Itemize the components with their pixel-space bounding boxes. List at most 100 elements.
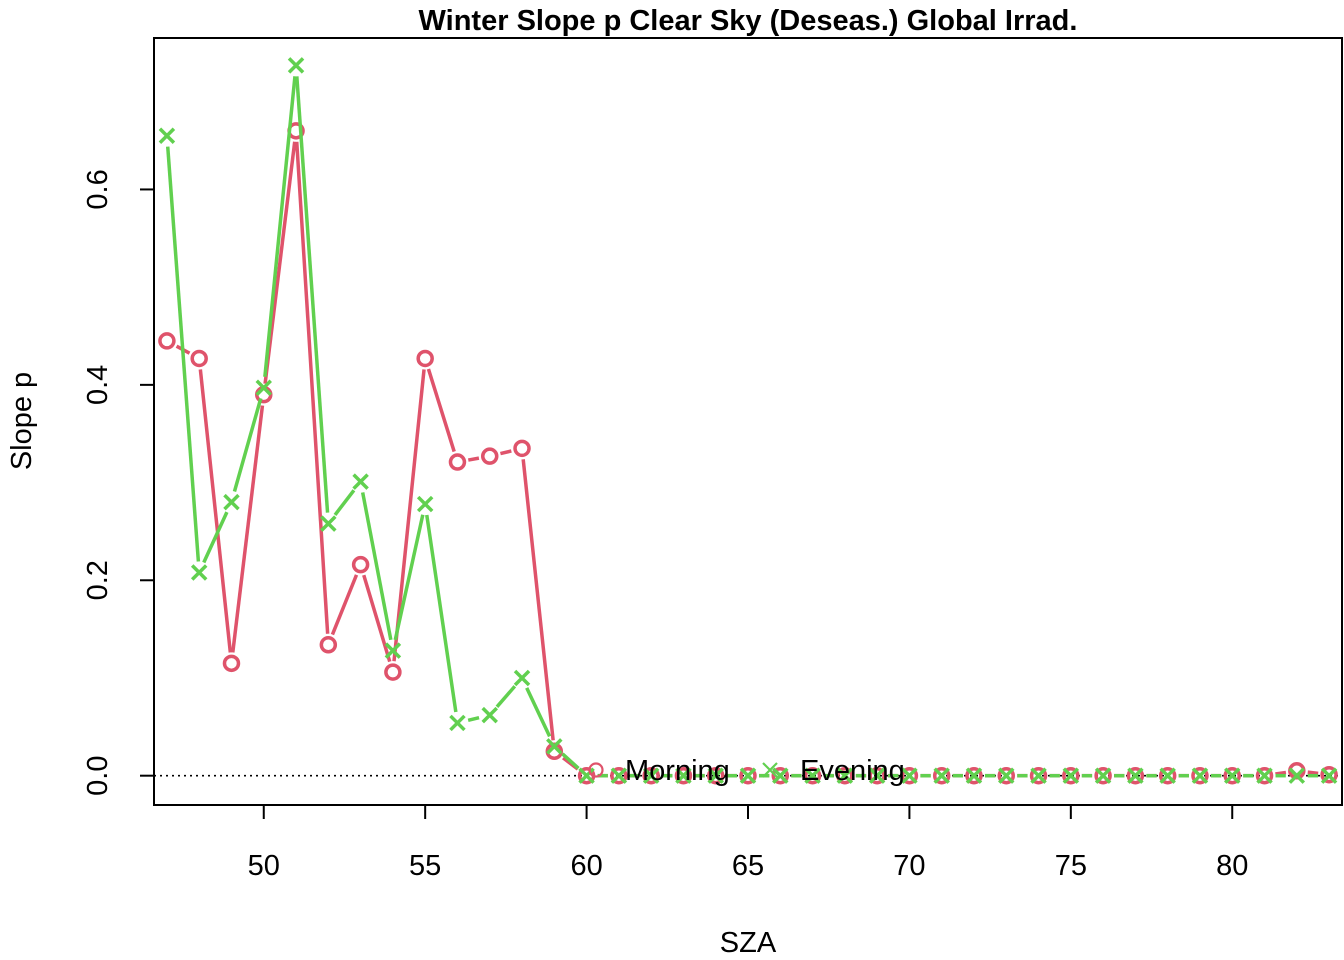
series-morning-point <box>351 555 370 574</box>
series-morning-point <box>1223 766 1241 785</box>
series-evening-point <box>1256 767 1273 784</box>
series-morning-point <box>480 447 499 465</box>
x-tick-label: 55 <box>409 850 441 882</box>
series-evening-point <box>158 127 176 144</box>
series-evening-point <box>772 767 789 784</box>
series-evening-point <box>223 493 240 511</box>
series-evening-point <box>1159 767 1176 784</box>
series-morning-segment <box>263 141 297 384</box>
series-evening-point <box>707 767 724 784</box>
series-evening-point <box>416 495 434 513</box>
legend-evening-label: Evening <box>800 755 905 787</box>
series-evening-point <box>1224 767 1241 784</box>
series-evening-point <box>1191 767 1209 784</box>
series-morning-point <box>448 453 467 471</box>
series-morning-point <box>1158 766 1177 785</box>
series-morning-point <box>190 349 208 368</box>
series-morning-point <box>513 439 531 458</box>
series-morning-point <box>997 766 1016 785</box>
series-evening-point <box>578 767 595 784</box>
series-evening-point <box>1288 767 1306 784</box>
series-morning-segment <box>294 141 330 634</box>
series-evening-segment <box>561 752 580 770</box>
series-morning-point <box>900 766 919 785</box>
series-evening-point <box>255 379 272 397</box>
series-evening-point <box>642 767 660 784</box>
series-morning-point <box>1320 765 1338 784</box>
legend-morning-label: Morning <box>625 755 730 787</box>
y-tick-label: 0.0 <box>82 756 114 796</box>
x-tick-label: 70 <box>893 850 925 882</box>
series-evening-point <box>1030 767 1047 784</box>
series-evening-point <box>610 767 628 784</box>
series-morning-point <box>158 332 176 350</box>
series-evening-segment <box>295 76 330 513</box>
series-morning-segment <box>362 574 392 663</box>
series-evening-point <box>998 767 1015 784</box>
y-tick-label: 0.2 <box>82 560 114 600</box>
series-evening-point <box>868 767 886 784</box>
series-evening-segment <box>360 492 393 641</box>
series-morning-point <box>1062 766 1080 785</box>
series-morning-point <box>932 766 951 785</box>
series-evening-point <box>320 515 337 532</box>
series-morning-point <box>610 766 628 785</box>
series-evening-point <box>1062 767 1080 784</box>
chart-title: Winter Slope p Clear Sky (Deseas.) Globa… <box>419 5 1078 37</box>
series-evening-segment <box>232 397 263 492</box>
x-tick-label: 75 <box>1055 850 1087 882</box>
series-evening-point <box>739 767 757 784</box>
series-evening-segment <box>333 489 356 516</box>
series-morning-segment <box>521 459 555 741</box>
series-evening-point <box>901 767 918 784</box>
series-morning-point <box>771 766 790 785</box>
series-evening-point <box>513 669 531 687</box>
legend: Morning Evening <box>588 755 905 787</box>
series-morning-point <box>1191 766 1209 785</box>
series-evening-point <box>1094 767 1112 784</box>
series-morning-segment <box>392 369 426 662</box>
series-evening-point <box>836 767 854 784</box>
series-morning-point <box>739 766 757 785</box>
x-tick-label: 60 <box>570 850 602 882</box>
series-evening-segment <box>467 715 480 723</box>
series-morning-point <box>222 654 241 673</box>
axes: 50 55 60 65 70 75 80 0.0 0.2 0.4 0.6 <box>82 169 1248 882</box>
series-morning-point <box>803 766 822 785</box>
series-evening-point <box>449 714 466 732</box>
x-tick-label: 65 <box>732 850 764 882</box>
series-morning-segment <box>330 574 359 636</box>
y-tick-label: 0.6 <box>82 169 114 209</box>
series-morning-point <box>319 636 338 654</box>
series-morning-point <box>1029 766 1048 785</box>
series-evening-segment <box>202 511 229 564</box>
legend-morning-marker <box>588 762 604 778</box>
series-evening-point <box>481 706 498 724</box>
series-morning-segment <box>1275 770 1287 776</box>
series-evening-point <box>287 57 305 74</box>
plot-area <box>154 57 1342 785</box>
series-morning-point <box>836 766 854 785</box>
series-evening-segment <box>165 146 201 562</box>
series-evening-segment <box>525 687 552 738</box>
series-morning-point <box>416 349 434 368</box>
series-morning-point <box>1094 766 1112 785</box>
series-evening-point <box>352 473 369 490</box>
series-evening-point <box>384 642 402 659</box>
series-morning-point <box>674 766 693 785</box>
legend-evening-marker <box>762 762 778 778</box>
series-morning-point <box>965 766 983 785</box>
series-evening-segment <box>393 514 425 641</box>
x-axis-label: SZA <box>720 927 777 959</box>
plot-frame <box>153 37 1343 806</box>
series-evening-point <box>965 767 983 784</box>
series-evening-point <box>933 767 950 784</box>
series-morning-segment <box>1307 770 1319 776</box>
y-tick-label: 0.4 <box>82 365 114 405</box>
series-evening-point <box>190 564 208 581</box>
series-morning-point <box>868 766 886 785</box>
series-evening-segment <box>495 685 517 708</box>
series-morning <box>158 122 1338 785</box>
y-axis-label: Slope p <box>6 372 38 470</box>
